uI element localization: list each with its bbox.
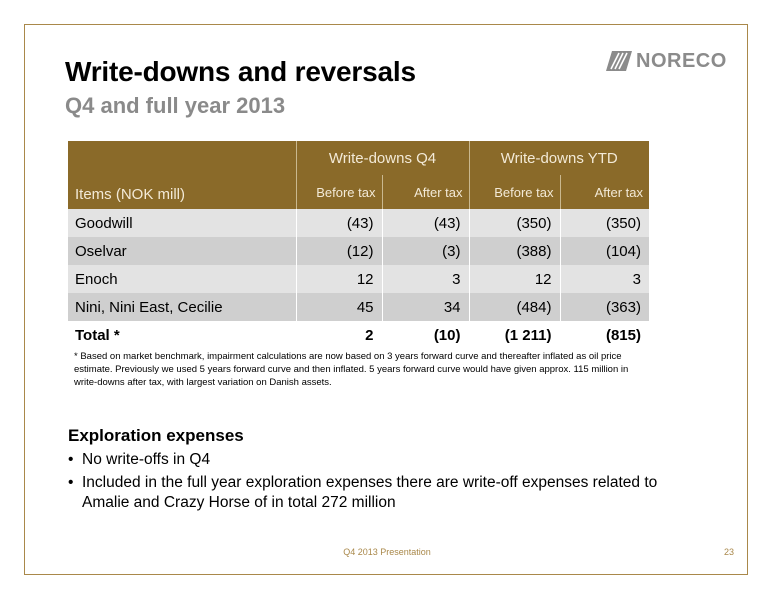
cell-value: (363) <box>559 293 649 321</box>
sub-header-q4-before-tax: Before tax <box>295 175 382 209</box>
total-value: (10) <box>381 321 469 349</box>
bullet-dot-icon: • <box>68 474 74 491</box>
logo-mark-icon <box>606 51 632 71</box>
group-header-q4: Write-downs Q4 <box>295 141 469 175</box>
cell-value: (350) <box>559 209 649 237</box>
row-label: Enoch <box>68 265 296 293</box>
cell-value: 3 <box>559 265 649 293</box>
table-total-row: Total * 2 (10) (1 211) (815) <box>68 321 649 349</box>
exploration-heading: Exploration expenses <box>68 426 244 445</box>
bullet-item: • Included in the full year exploration … <box>68 473 658 513</box>
bullet-text: Included in the full year exploration ex… <box>82 474 658 511</box>
row-label: Goodwill <box>68 209 296 237</box>
total-label: Total * <box>68 321 296 349</box>
table-group-header-row: Items (NOK mill) Write-downs Q4 Write-do… <box>68 141 649 209</box>
sub-header-ytd-before-tax: Before tax <box>468 175 560 209</box>
write-downs-table: Items (NOK mill) Write-downs Q4 Write-do… <box>68 141 649 349</box>
bullet-item: • No write-offs in Q4 <box>68 450 658 470</box>
slide-title: Write-downs and reversals <box>65 56 416 87</box>
slide-footer: Q4 2013 Presentation <box>343 547 431 557</box>
table-sub-header-row: Before tax After tax Before tax After ta… <box>68 175 649 209</box>
row-label: Nini, Nini East, Cecilie <box>68 293 296 321</box>
slide-subtitle: Q4 and full year 2013 <box>65 93 286 118</box>
cell-value: (12) <box>295 237 382 265</box>
cell-value: 12 <box>468 265 560 293</box>
cell-value: (43) <box>381 209 469 237</box>
sub-header-ytd-after-tax: After tax <box>559 175 649 209</box>
total-value: 2 <box>295 321 382 349</box>
cell-value: (3) <box>381 237 469 265</box>
group-header-ytd: Write-downs YTD <box>468 141 649 175</box>
sub-header-q4-after-tax: After tax <box>381 175 469 209</box>
cell-value: (388) <box>468 237 560 265</box>
table-row: Enoch 12 3 12 3 <box>68 265 649 293</box>
table-row: Oselvar (12) (3) (388) (104) <box>68 237 649 265</box>
cell-value: 34 <box>381 293 469 321</box>
cell-value: 45 <box>295 293 382 321</box>
cell-value: 3 <box>381 265 469 293</box>
row-label: Oselvar <box>68 237 296 265</box>
exploration-bullet-list: • No write-offs in Q4 • Included in the … <box>68 450 658 516</box>
cell-value: (43) <box>295 209 382 237</box>
bullet-text: No write-offs in Q4 <box>82 451 211 468</box>
cell-value: (484) <box>468 293 560 321</box>
logo-text: NORECO <box>636 49 727 72</box>
noreco-logo: NORECO <box>606 50 727 72</box>
cell-value: (104) <box>559 237 649 265</box>
bullet-dot-icon: • <box>68 451 74 468</box>
cell-value: (350) <box>468 209 560 237</box>
total-value: (815) <box>559 321 649 349</box>
cell-value: 12 <box>295 265 382 293</box>
table-footnote: * Based on market benchmark, impairment … <box>74 351 629 388</box>
slide-frame <box>24 24 748 575</box>
page-number: 23 <box>724 547 735 557</box>
total-value: (1 211) <box>468 321 560 349</box>
table-row: Nini, Nini East, Cecilie 45 34 (484) (36… <box>68 293 649 321</box>
items-header: Items (NOK mill) <box>68 141 296 209</box>
table-row: Goodwill (43) (43) (350) (350) <box>68 209 649 237</box>
